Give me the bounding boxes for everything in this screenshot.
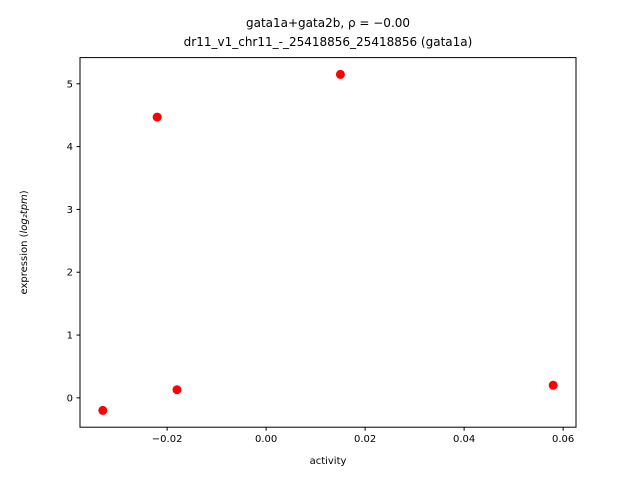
x-axis-label: activity: [310, 456, 347, 467]
y-tick-label: 0: [67, 393, 73, 404]
axes-frame: [79, 57, 577, 428]
data-point: [548, 380, 558, 390]
y-axis-label-math: log₂tpm: [19, 194, 30, 234]
data-point: [172, 385, 182, 395]
y-tick-label: 4: [67, 142, 73, 153]
chart-title-line1: gata1a+gata2b, ρ = −0.00: [246, 16, 410, 30]
y-axis-label-suffix: ): [19, 190, 30, 194]
data-point: [152, 112, 162, 122]
x-tick-label: 0.06: [552, 434, 574, 445]
data-point: [335, 69, 345, 79]
y-axis-label: expression (log₂tpm): [19, 190, 30, 294]
y-axis-label-prefix: expression (: [19, 233, 30, 294]
chart-layer: −0.02 0.00 0.02 0.04 0.06 0 1 2 3 4 5: [67, 57, 577, 445]
y-tick-label: 5: [67, 79, 73, 90]
y-tick-label: 1: [67, 331, 73, 342]
data-point: [98, 405, 108, 415]
x-tick-label: −0.02: [152, 434, 183, 445]
y-tick-label: 2: [67, 268, 73, 279]
x-tick-label: 0.04: [453, 434, 475, 445]
x-tick-label: 0.00: [255, 434, 277, 445]
x-tick-label: 0.02: [354, 434, 376, 445]
y-tick-label: 3: [67, 205, 73, 216]
chart-title-line2: dr11_v1_chr11_-_25418856_25418856 (gata1…: [184, 35, 473, 49]
